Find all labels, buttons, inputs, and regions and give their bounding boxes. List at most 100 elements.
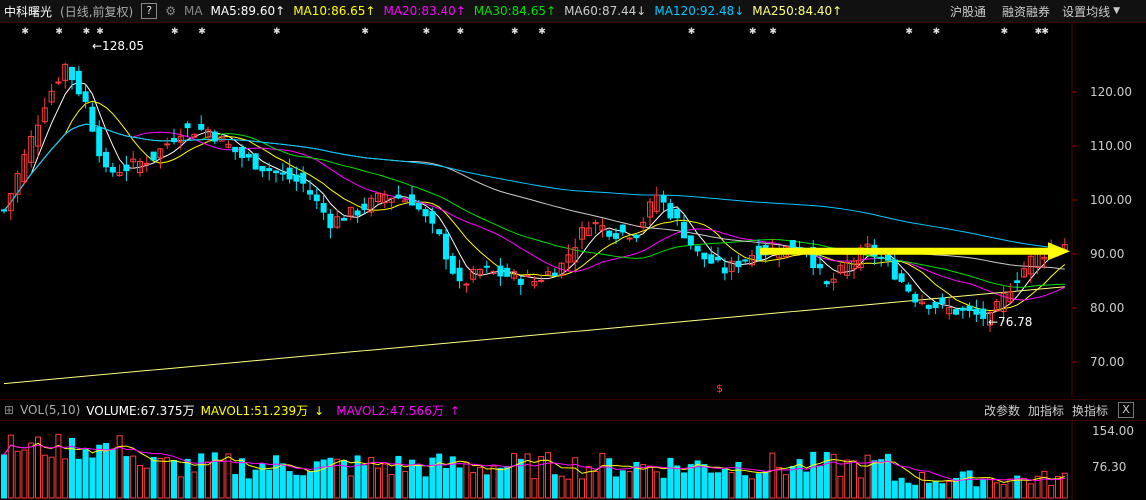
- volume-bar: [35, 436, 41, 499]
- ma-label: MA: [183, 4, 203, 18]
- volume-bar: [579, 478, 585, 499]
- link-add-indicator[interactable]: 加指标: [1027, 403, 1064, 418]
- volume-bar: [69, 437, 75, 499]
- volume-bar: [783, 474, 789, 499]
- volume-bar: [640, 464, 647, 499]
- volume-bar: [885, 453, 891, 499]
- link-hugutong[interactable]: 沪股通: [949, 4, 986, 19]
- volume-bar: [789, 465, 796, 499]
- gear-icon[interactable]: ⚙: [165, 4, 176, 18]
- event-marker: ✱: [423, 27, 431, 37]
- event-marker: ✱: [1035, 27, 1043, 37]
- volume-bar: [409, 459, 415, 499]
- volume-bar: [633, 462, 640, 499]
- volume-bar: [511, 453, 517, 499]
- candle-body: [327, 213, 334, 229]
- candle-body: [919, 301, 925, 305]
- vol-tick-label: 154.00: [1092, 424, 1134, 438]
- candle-body: [266, 168, 273, 172]
- candle-body: [232, 146, 239, 153]
- volume-bar: [912, 484, 919, 499]
- volume-bar: [1061, 472, 1068, 499]
- volume-bar: [198, 453, 205, 499]
- volume-bar: [932, 480, 939, 499]
- link-rongzi[interactable]: 融资融券: [1001, 4, 1050, 19]
- volume-bar: [857, 477, 864, 499]
- volume-bar: [218, 460, 225, 499]
- volume-bar: [715, 472, 721, 499]
- volume-bar: [232, 474, 239, 499]
- help-button[interactable]: ?: [141, 3, 158, 19]
- vol-label[interactable]: VOL(5,10): [20, 403, 81, 417]
- volume-bar: [803, 471, 810, 499]
- volume-bar: [558, 475, 565, 499]
- candle-body: [891, 259, 898, 280]
- price-tick-label: 120.00: [1090, 85, 1132, 99]
- volume-bar: [1034, 475, 1041, 499]
- info-icon[interactable]: ⊞: [4, 403, 15, 417]
- candle-body: [592, 222, 599, 225]
- volume-bar: [395, 455, 402, 499]
- volume-bar: [708, 472, 715, 499]
- price-tick-label: 100.00: [1090, 193, 1132, 207]
- event-marker: ✱: [83, 27, 91, 37]
- price-tick-label: 70.00: [1090, 355, 1124, 369]
- volume-bar: [300, 475, 307, 499]
- candle-body: [7, 193, 14, 212]
- volume-bar: [191, 471, 198, 499]
- event-marker: ✱: [538, 27, 546, 37]
- candle-body: [619, 224, 626, 233]
- link-change-param[interactable]: 改参数: [983, 403, 1020, 418]
- volume-header: ⊞ VOL(5,10) VOLUME:67.375万 MAVOL1:51.239…: [0, 399, 1146, 421]
- volume-bar: [320, 459, 327, 499]
- volume-bar: [130, 455, 137, 499]
- volume-bar: [415, 464, 422, 499]
- volume-bar: [851, 460, 857, 499]
- candle-body: [613, 233, 619, 239]
- candle-body: [946, 307, 953, 315]
- candle-body: [653, 194, 660, 212]
- caret-down-icon[interactable]: ▼: [1113, 6, 1120, 16]
- candle-body: [538, 279, 545, 282]
- candle-body: [307, 190, 313, 195]
- volume-bar: [939, 483, 946, 499]
- event-marker: ✱: [273, 27, 281, 37]
- candle-body: [837, 265, 844, 274]
- candle-body: [415, 203, 422, 210]
- close-icon[interactable]: X: [1118, 402, 1134, 418]
- volume-bar: [75, 458, 82, 499]
- volume-bar: [769, 452, 776, 499]
- candle-body: [177, 135, 184, 143]
- volume-bar: [660, 477, 667, 499]
- candle-body: [885, 254, 891, 261]
- link-switch-indicator[interactable]: 换指标: [1071, 403, 1108, 418]
- volume-bar: [109, 448, 116, 499]
- candle-body: [1041, 256, 1048, 260]
- candle-body: [205, 129, 211, 138]
- volume-bar: [1021, 477, 1027, 499]
- volume-bar: [422, 476, 429, 499]
- candle-body: [545, 271, 551, 275]
- ma-settings[interactable]: 设置均线 ▼: [1062, 3, 1128, 20]
- volume-chart[interactable]: 154.00 76.30: [0, 420, 1146, 500]
- candle-body: [252, 153, 259, 170]
- volume-bar: [667, 457, 674, 499]
- volume-bar: [103, 442, 109, 499]
- volume-bar: [796, 459, 803, 499]
- candle-body: [130, 158, 137, 163]
- volume-bar: [823, 452, 830, 499]
- ma-item-2: MA20:83.40↑: [383, 4, 466, 18]
- volume-bar: [354, 455, 361, 499]
- price-chart[interactable]: ✱ ✱ ✱ ✱ ✱ ✱ ✱ ✱ ✱ ✱ ✱ ✱ ✱ ✱ ✱ ✱ ✱ ✱ ✱ ✱ 120.00110.00100.009…: [0, 22, 1146, 398]
- volume-bar: [755, 473, 762, 499]
- event-marker: ✱: [457, 27, 465, 37]
- link-set-ma[interactable]: 设置均线: [1062, 4, 1111, 19]
- candle-body: [320, 203, 327, 213]
- candle-body: [313, 194, 320, 202]
- volume-bar: [313, 461, 320, 499]
- stock-name[interactable]: 中科曙光: [4, 4, 53, 19]
- volume-bar: [1027, 483, 1034, 499]
- candle-body: [851, 260, 857, 270]
- candle-body: [572, 247, 579, 263]
- candle-body: [531, 281, 538, 286]
